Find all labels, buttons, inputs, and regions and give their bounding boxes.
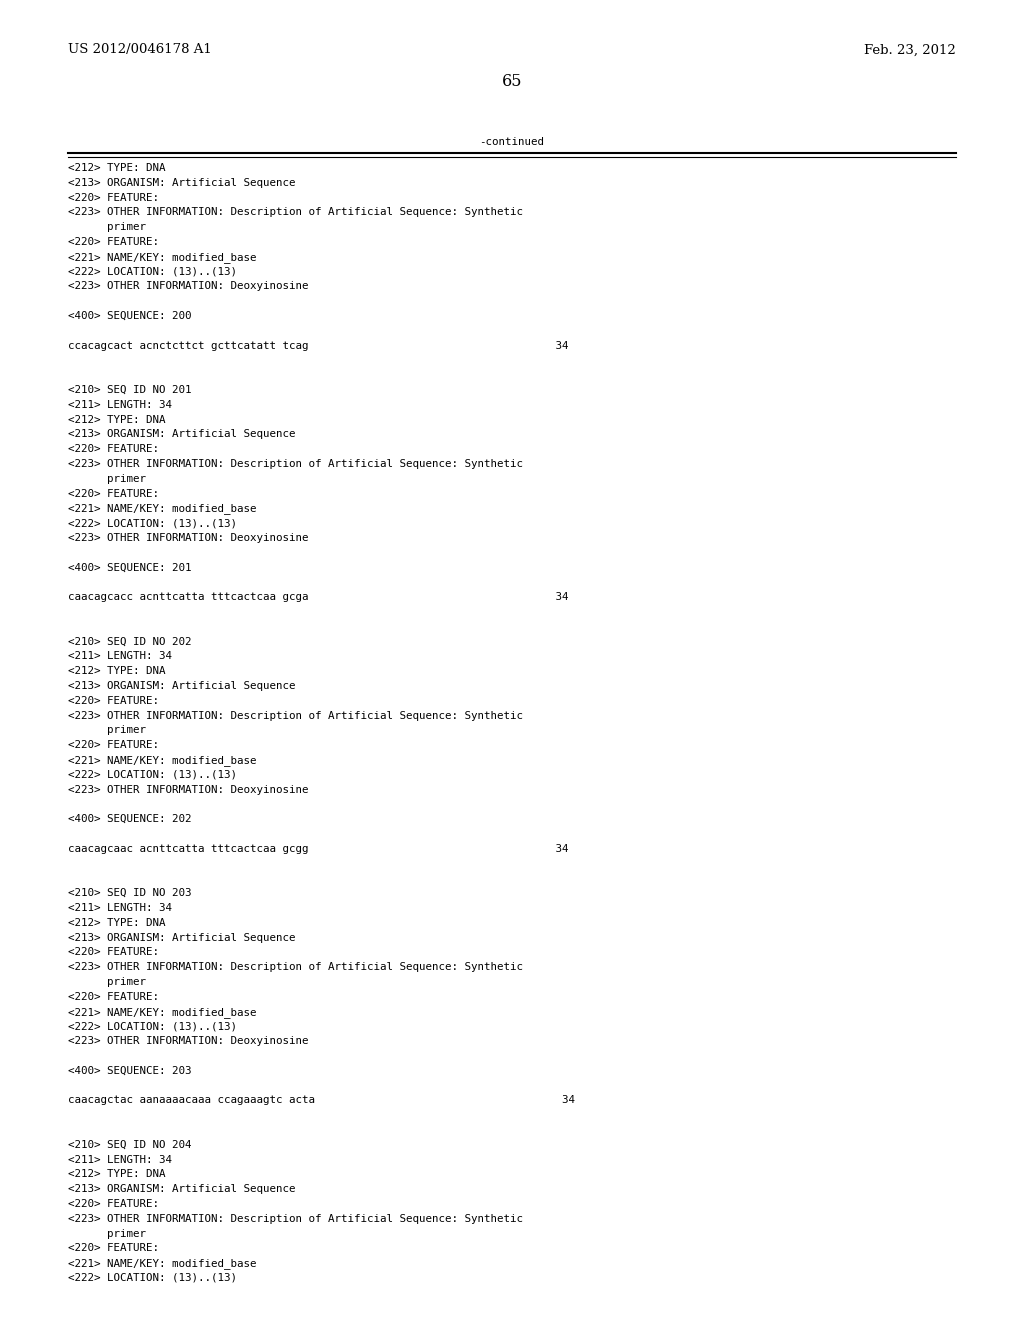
Text: <213> ORGANISM: Artificial Sequence: <213> ORGANISM: Artificial Sequence xyxy=(68,681,296,690)
Text: <220> FEATURE:: <220> FEATURE: xyxy=(68,696,159,706)
Text: <211> LENGTH: 34: <211> LENGTH: 34 xyxy=(68,903,172,913)
Text: <223> OTHER INFORMATION: Description of Artificial Sequence: Synthetic: <223> OTHER INFORMATION: Description of … xyxy=(68,710,523,721)
Text: <210> SEQ ID NO 202: <210> SEQ ID NO 202 xyxy=(68,636,191,647)
Text: <213> ORGANISM: Artificial Sequence: <213> ORGANISM: Artificial Sequence xyxy=(68,178,296,187)
Text: <221> NAME/KEY: modified_base: <221> NAME/KEY: modified_base xyxy=(68,1007,256,1018)
Text: <213> ORGANISM: Artificial Sequence: <213> ORGANISM: Artificial Sequence xyxy=(68,933,296,942)
Text: primer: primer xyxy=(68,1229,146,1238)
Text: caacagcacc acnttcatta tttcactcaa gcga                                      34: caacagcacc acnttcatta tttcactcaa gcga 34 xyxy=(68,593,568,602)
Text: primer: primer xyxy=(68,977,146,987)
Text: US 2012/0046178 A1: US 2012/0046178 A1 xyxy=(68,44,212,57)
Text: <220> FEATURE:: <220> FEATURE: xyxy=(68,948,159,957)
Text: <222> LOCATION: (13)..(13): <222> LOCATION: (13)..(13) xyxy=(68,770,237,780)
Text: <212> TYPE: DNA: <212> TYPE: DNA xyxy=(68,162,166,173)
Text: <223> OTHER INFORMATION: Deoxyinosine: <223> OTHER INFORMATION: Deoxyinosine xyxy=(68,533,308,543)
Text: <220> FEATURE:: <220> FEATURE: xyxy=(68,741,159,750)
Text: <220> FEATURE:: <220> FEATURE: xyxy=(68,445,159,454)
Text: <223> OTHER INFORMATION: Description of Artificial Sequence: Synthetic: <223> OTHER INFORMATION: Description of … xyxy=(68,962,523,973)
Text: <220> FEATURE:: <220> FEATURE: xyxy=(68,238,159,247)
Text: primer: primer xyxy=(68,222,146,232)
Text: caacagctac aanaaaacaaa ccagaaagtc acta                                      34: caacagctac aanaaaacaaa ccagaaagtc acta 3… xyxy=(68,1096,575,1105)
Text: <211> LENGTH: 34: <211> LENGTH: 34 xyxy=(68,400,172,409)
Text: <222> LOCATION: (13)..(13): <222> LOCATION: (13)..(13) xyxy=(68,267,237,277)
Text: <222> LOCATION: (13)..(13): <222> LOCATION: (13)..(13) xyxy=(68,519,237,528)
Text: <223> OTHER INFORMATION: Description of Artificial Sequence: Synthetic: <223> OTHER INFORMATION: Description of … xyxy=(68,207,523,218)
Text: <211> LENGTH: 34: <211> LENGTH: 34 xyxy=(68,651,172,661)
Text: <223> OTHER INFORMATION: Deoxyinosine: <223> OTHER INFORMATION: Deoxyinosine xyxy=(68,784,308,795)
Text: <222> LOCATION: (13)..(13): <222> LOCATION: (13)..(13) xyxy=(68,1272,237,1283)
Text: Feb. 23, 2012: Feb. 23, 2012 xyxy=(864,44,956,57)
Text: primer: primer xyxy=(68,726,146,735)
Text: caacagcaac acnttcatta tttcactcaa gcgg                                      34: caacagcaac acnttcatta tttcactcaa gcgg 34 xyxy=(68,843,568,854)
Text: <220> FEATURE:: <220> FEATURE: xyxy=(68,991,159,1002)
Text: <223> OTHER INFORMATION: Description of Artificial Sequence: Synthetic: <223> OTHER INFORMATION: Description of … xyxy=(68,459,523,469)
Text: <220> FEATURE:: <220> FEATURE: xyxy=(68,488,159,499)
Text: <221> NAME/KEY: modified_base: <221> NAME/KEY: modified_base xyxy=(68,755,256,766)
Text: -continued: -continued xyxy=(479,137,545,147)
Text: <221> NAME/KEY: modified_base: <221> NAME/KEY: modified_base xyxy=(68,252,256,263)
Text: <220> FEATURE:: <220> FEATURE: xyxy=(68,1243,159,1254)
Text: <400> SEQUENCE: 202: <400> SEQUENCE: 202 xyxy=(68,814,191,824)
Text: <400> SEQUENCE: 201: <400> SEQUENCE: 201 xyxy=(68,562,191,573)
Text: <210> SEQ ID NO 203: <210> SEQ ID NO 203 xyxy=(68,888,191,898)
Text: <212> TYPE: DNA: <212> TYPE: DNA xyxy=(68,1170,166,1179)
Text: <223> OTHER INFORMATION: Deoxyinosine: <223> OTHER INFORMATION: Deoxyinosine xyxy=(68,281,308,292)
Text: <212> TYPE: DNA: <212> TYPE: DNA xyxy=(68,917,166,928)
Text: <223> OTHER INFORMATION: Deoxyinosine: <223> OTHER INFORMATION: Deoxyinosine xyxy=(68,1036,308,1047)
Text: <210> SEQ ID NO 201: <210> SEQ ID NO 201 xyxy=(68,385,191,395)
Text: <223> OTHER INFORMATION: Description of Artificial Sequence: Synthetic: <223> OTHER INFORMATION: Description of … xyxy=(68,1214,523,1224)
Text: <400> SEQUENCE: 203: <400> SEQUENCE: 203 xyxy=(68,1065,191,1076)
Text: <221> NAME/KEY: modified_base: <221> NAME/KEY: modified_base xyxy=(68,1258,256,1269)
Text: <222> LOCATION: (13)..(13): <222> LOCATION: (13)..(13) xyxy=(68,1022,237,1031)
Text: <210> SEQ ID NO 204: <210> SEQ ID NO 204 xyxy=(68,1139,191,1150)
Text: <400> SEQUENCE: 200: <400> SEQUENCE: 200 xyxy=(68,312,191,321)
Text: <220> FEATURE:: <220> FEATURE: xyxy=(68,1199,159,1209)
Text: primer: primer xyxy=(68,474,146,484)
Text: <213> ORGANISM: Artificial Sequence: <213> ORGANISM: Artificial Sequence xyxy=(68,429,296,440)
Text: <221> NAME/KEY: modified_base: <221> NAME/KEY: modified_base xyxy=(68,503,256,515)
Text: <213> ORGANISM: Artificial Sequence: <213> ORGANISM: Artificial Sequence xyxy=(68,1184,296,1195)
Text: <212> TYPE: DNA: <212> TYPE: DNA xyxy=(68,414,166,425)
Text: ccacagcact acnctcttct gcttcatatt tcag                                      34: ccacagcact acnctcttct gcttcatatt tcag 34 xyxy=(68,341,568,351)
Text: <220> FEATURE:: <220> FEATURE: xyxy=(68,193,159,202)
Text: <211> LENGTH: 34: <211> LENGTH: 34 xyxy=(68,1155,172,1164)
Text: 65: 65 xyxy=(502,74,522,91)
Text: <212> TYPE: DNA: <212> TYPE: DNA xyxy=(68,667,166,676)
